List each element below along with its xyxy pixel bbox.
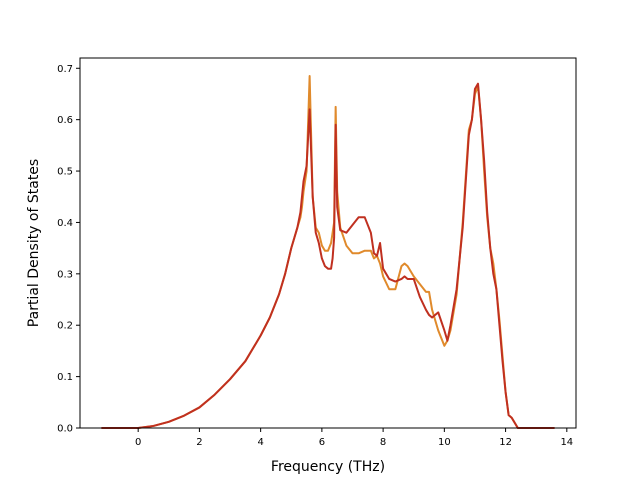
y-axis-label: Partial Density of States bbox=[26, 159, 42, 327]
y-tick-label: 0.5 bbox=[57, 167, 73, 178]
y-axis: 0.0 0.1 0.2 0.3 0.4 0.5 0.6 0.7 bbox=[57, 64, 80, 435]
series-line-1 bbox=[101, 74, 555, 429]
y-tick-label: 0.2 bbox=[57, 321, 73, 332]
x-axis: 0 2 4 6 8 10 12 14 bbox=[135, 428, 573, 448]
x-tick-label: 2 bbox=[196, 437, 202, 448]
y-tick-label: 0.3 bbox=[57, 269, 73, 280]
x-tick-label: 10 bbox=[438, 437, 451, 448]
x-axis-label: Frequency (THz) bbox=[271, 459, 385, 475]
x-tick-label: 14 bbox=[560, 437, 573, 448]
x-tick-label: 0 bbox=[135, 437, 141, 448]
plot-lines bbox=[101, 74, 555, 429]
x-tick-label: 6 bbox=[319, 437, 325, 448]
y-tick-label: 0.6 bbox=[57, 115, 73, 126]
x-tick-label: 8 bbox=[380, 437, 386, 448]
y-tick-label: 0.1 bbox=[57, 372, 73, 383]
plot-frame bbox=[79, 57, 577, 429]
series-line-2 bbox=[101, 82, 555, 429]
x-tick-label: 12 bbox=[499, 437, 512, 448]
x-tick-label: 4 bbox=[257, 437, 263, 448]
y-tick-label: 0.4 bbox=[57, 218, 73, 229]
y-tick-label: 0.7 bbox=[57, 64, 73, 75]
y-tick-label: 0.0 bbox=[57, 424, 73, 435]
